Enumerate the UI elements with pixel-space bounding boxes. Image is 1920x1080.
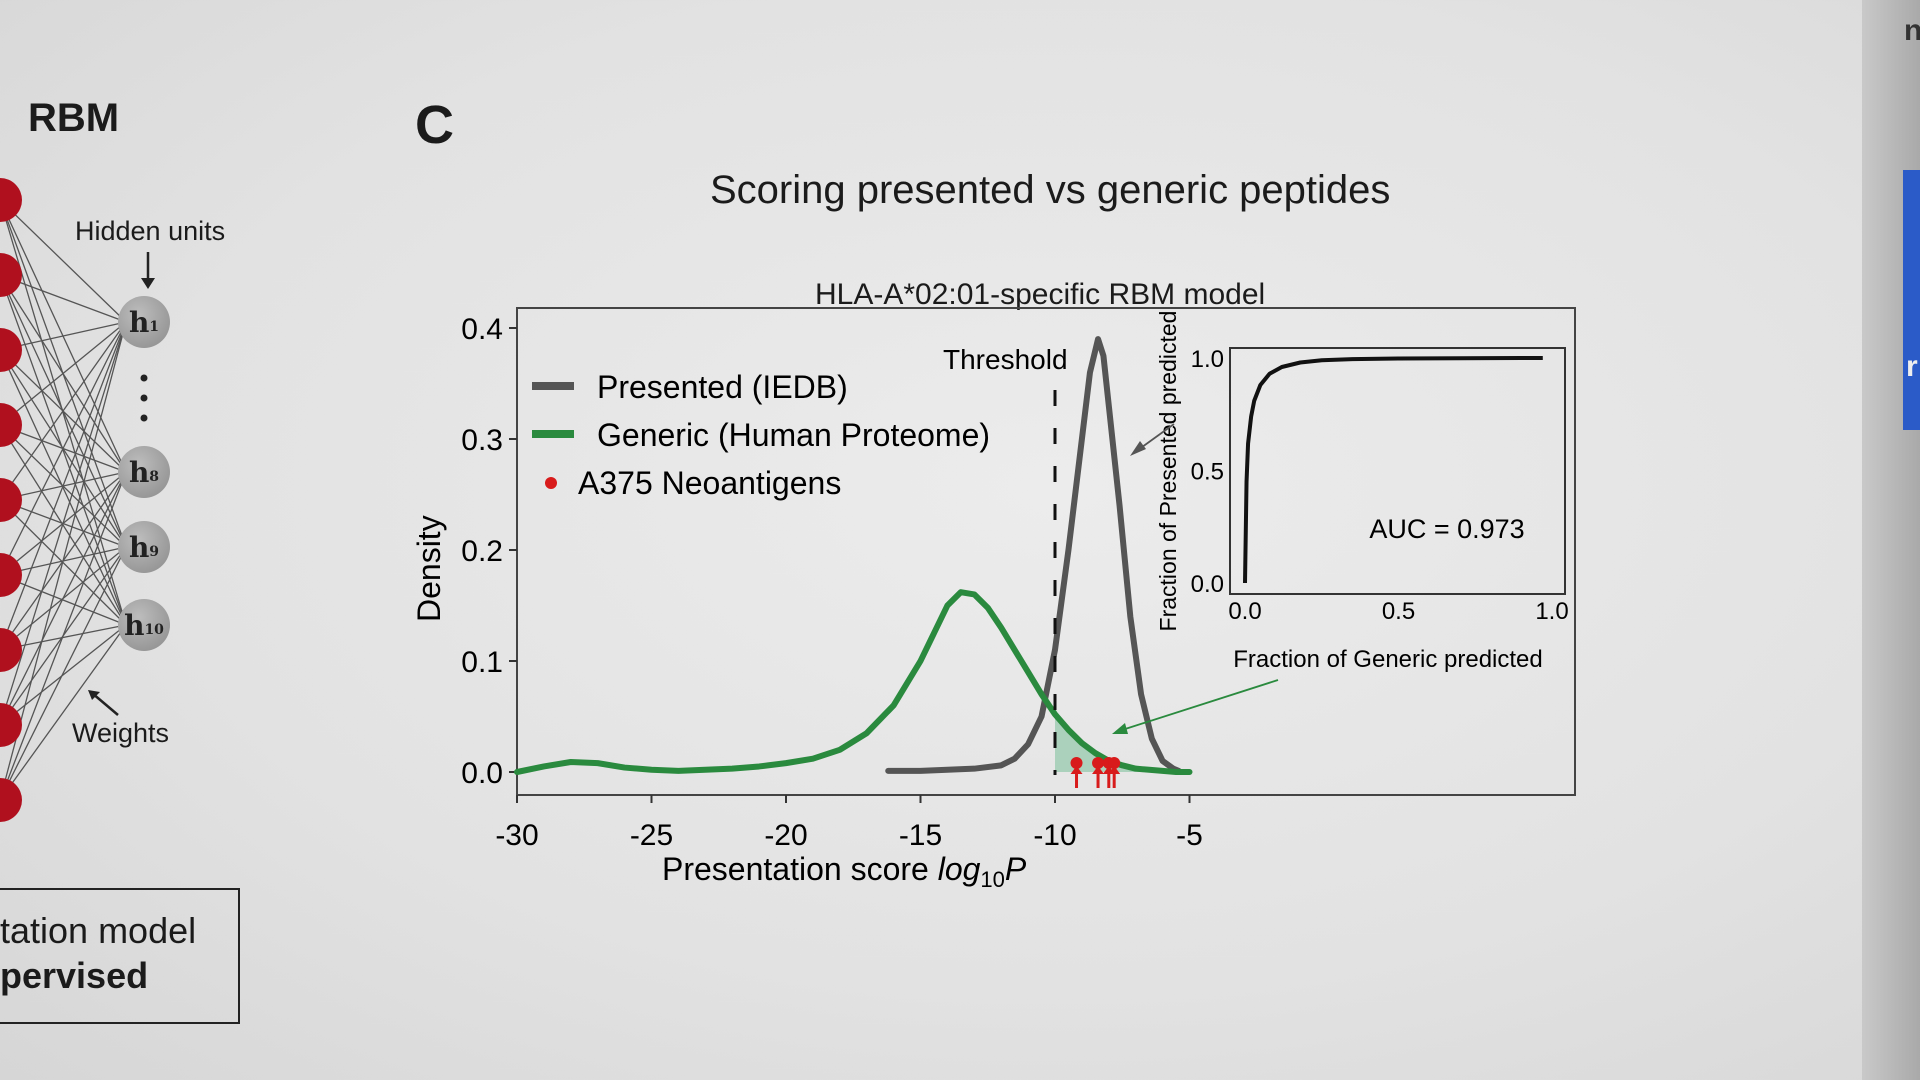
weight-line [0,321,127,501]
visible-unit [0,778,22,822]
inset-y-label: Fraction of Presented predicted [1155,311,1181,632]
y-tick-label: 0.0 [461,757,503,790]
model-type-line-1: tation model [0,910,197,951]
weight-line [0,624,127,801]
inset-pointer-presented-head [1130,441,1146,456]
edge-glyph-top: n [1904,14,1920,47]
neoantigen-markers [1070,757,1121,788]
legend-label-neoantigens: A375 Neoantigens [578,465,841,501]
weight-line [0,274,127,323]
legend-swatch-neoantigens [545,477,557,489]
weight-line [0,199,127,323]
hidden-unit-h10: h 10 [118,599,170,651]
weight-line [0,274,127,626]
inset-frame [1229,347,1566,595]
x-axis-label: Presentation score log10P [662,851,1027,892]
plot-frame [516,307,1576,796]
weight-line [0,574,127,626]
green-tail-area [1055,714,1190,772]
series-presented-line [885,336,1182,774]
weights-label: Weights [72,718,170,748]
neoantigen-point [1070,757,1083,769]
neoantigen-point [1108,757,1121,769]
edge-glyph-mid: r [1906,350,1918,383]
inset-y-tick-label: 1.0 [1191,346,1224,373]
visible-unit [0,178,22,222]
panel-label-c: C [415,95,454,155]
x-tick-label: -25 [630,819,673,852]
inset-ticks: 0.00.0 0.5 0.5 1.0 1.0 [1191,346,1569,625]
x-axis-ticks: -30 -25 -20 -15 -10 -5 [495,795,1203,852]
visible-unit [0,328,22,372]
y-tick-label: 0.1 [461,646,503,679]
x-tick-label: -30 [495,819,538,852]
y-axis-label: Density [411,515,447,622]
weight-line [0,321,127,726]
y-tick-label: 0.4 [461,313,503,346]
hidden-units-label: Hidden units [75,216,226,246]
neoantigen-arrowhead [1070,766,1083,774]
threshold-label: Threshold [943,344,1068,375]
weight-line [0,321,127,651]
chart-title: HLA-A*02:01-specific RBM model [815,278,1266,311]
rbm-panel-title: RBM [28,96,120,140]
hidden-units-ellipsis [140,374,148,422]
model-type-box [0,888,240,1024]
x-tick-label: -20 [764,819,807,852]
roc-line [1243,356,1543,584]
x-tick-label: -10 [1033,819,1076,852]
visible-unit [0,253,22,297]
green-tail-fill [1055,714,1190,772]
inset-auc-annotation: AUC = 0.973 [1369,514,1524,544]
x-tick-label: -15 [899,819,942,852]
inset-pointer-generic [1121,679,1279,731]
neoantigen-point [1092,757,1105,769]
inset-pointer-generic-head [1112,723,1128,734]
inset-x-tick-label: 0.0 [1228,598,1261,625]
visible-unit [0,403,22,447]
inset-y-tick-label: 0.0 [1191,571,1224,598]
visible-unit [0,628,22,672]
inset-roc-curve [1243,356,1543,584]
x-tick-label: -5 [1176,819,1203,852]
weight-line [0,624,127,726]
legend-label-presented: Presented (IEDB) [597,369,848,405]
y-axis-ticks: 0.0 0.1 0.2 0.3 0.4 [461,313,517,790]
visible-unit [0,553,22,597]
y-tick-label: 0.3 [461,424,503,457]
visible-unit [0,703,22,747]
neoantigen-arrowhead [1092,766,1105,774]
visible-unit [0,478,22,522]
legend-label-generic: Generic (Human Proteome) [597,417,990,453]
monitor-edge-strip [1903,170,1920,430]
weight-line [0,321,127,576]
model-type-line-2: pervised [0,955,149,996]
hidden-units-arrow [141,252,155,289]
weights-arrow [88,690,119,716]
inset-y-tick-label: 0.5 [1191,459,1224,486]
weight-line [0,546,127,801]
inset-pointer-presented [1137,423,1175,451]
inset-x-tick-label: 0.5 [1382,598,1415,625]
inset-x-label: Fraction of Generic predicted [1233,646,1542,673]
weight-line [0,471,127,726]
weight-line [0,321,127,426]
series-generic-line [514,589,1193,775]
inset-x-tick-label: 1.0 [1535,598,1568,625]
rbm-weight-lines [0,199,127,801]
figure-title: Scoring presented vs generic peptides [710,168,1391,212]
weight-line [0,471,127,801]
neoantigen-arrowhead [1108,766,1121,774]
y-tick-label: 0.2 [461,535,503,568]
